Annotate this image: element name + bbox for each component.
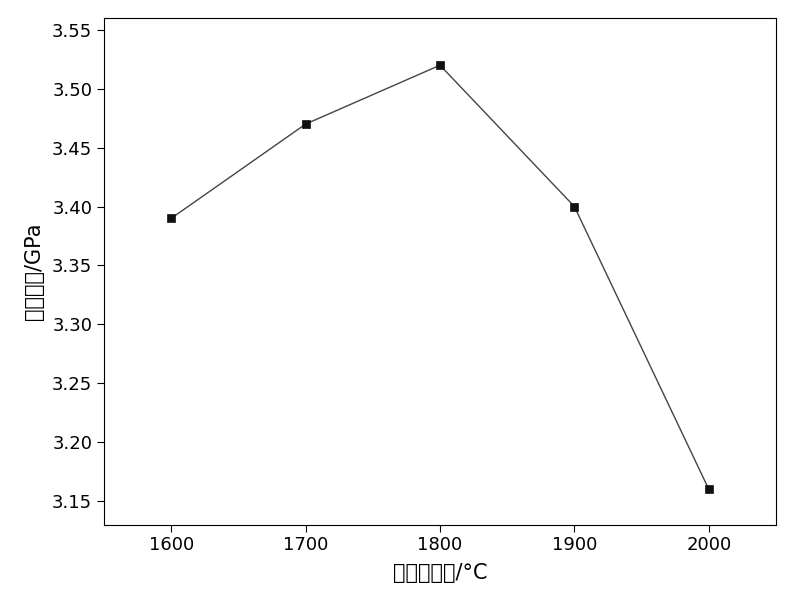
Y-axis label: 抗拉强度/GPa: 抗拉强度/GPa xyxy=(24,223,44,320)
X-axis label: 热处理温度/°C: 热处理温度/°C xyxy=(393,563,487,582)
